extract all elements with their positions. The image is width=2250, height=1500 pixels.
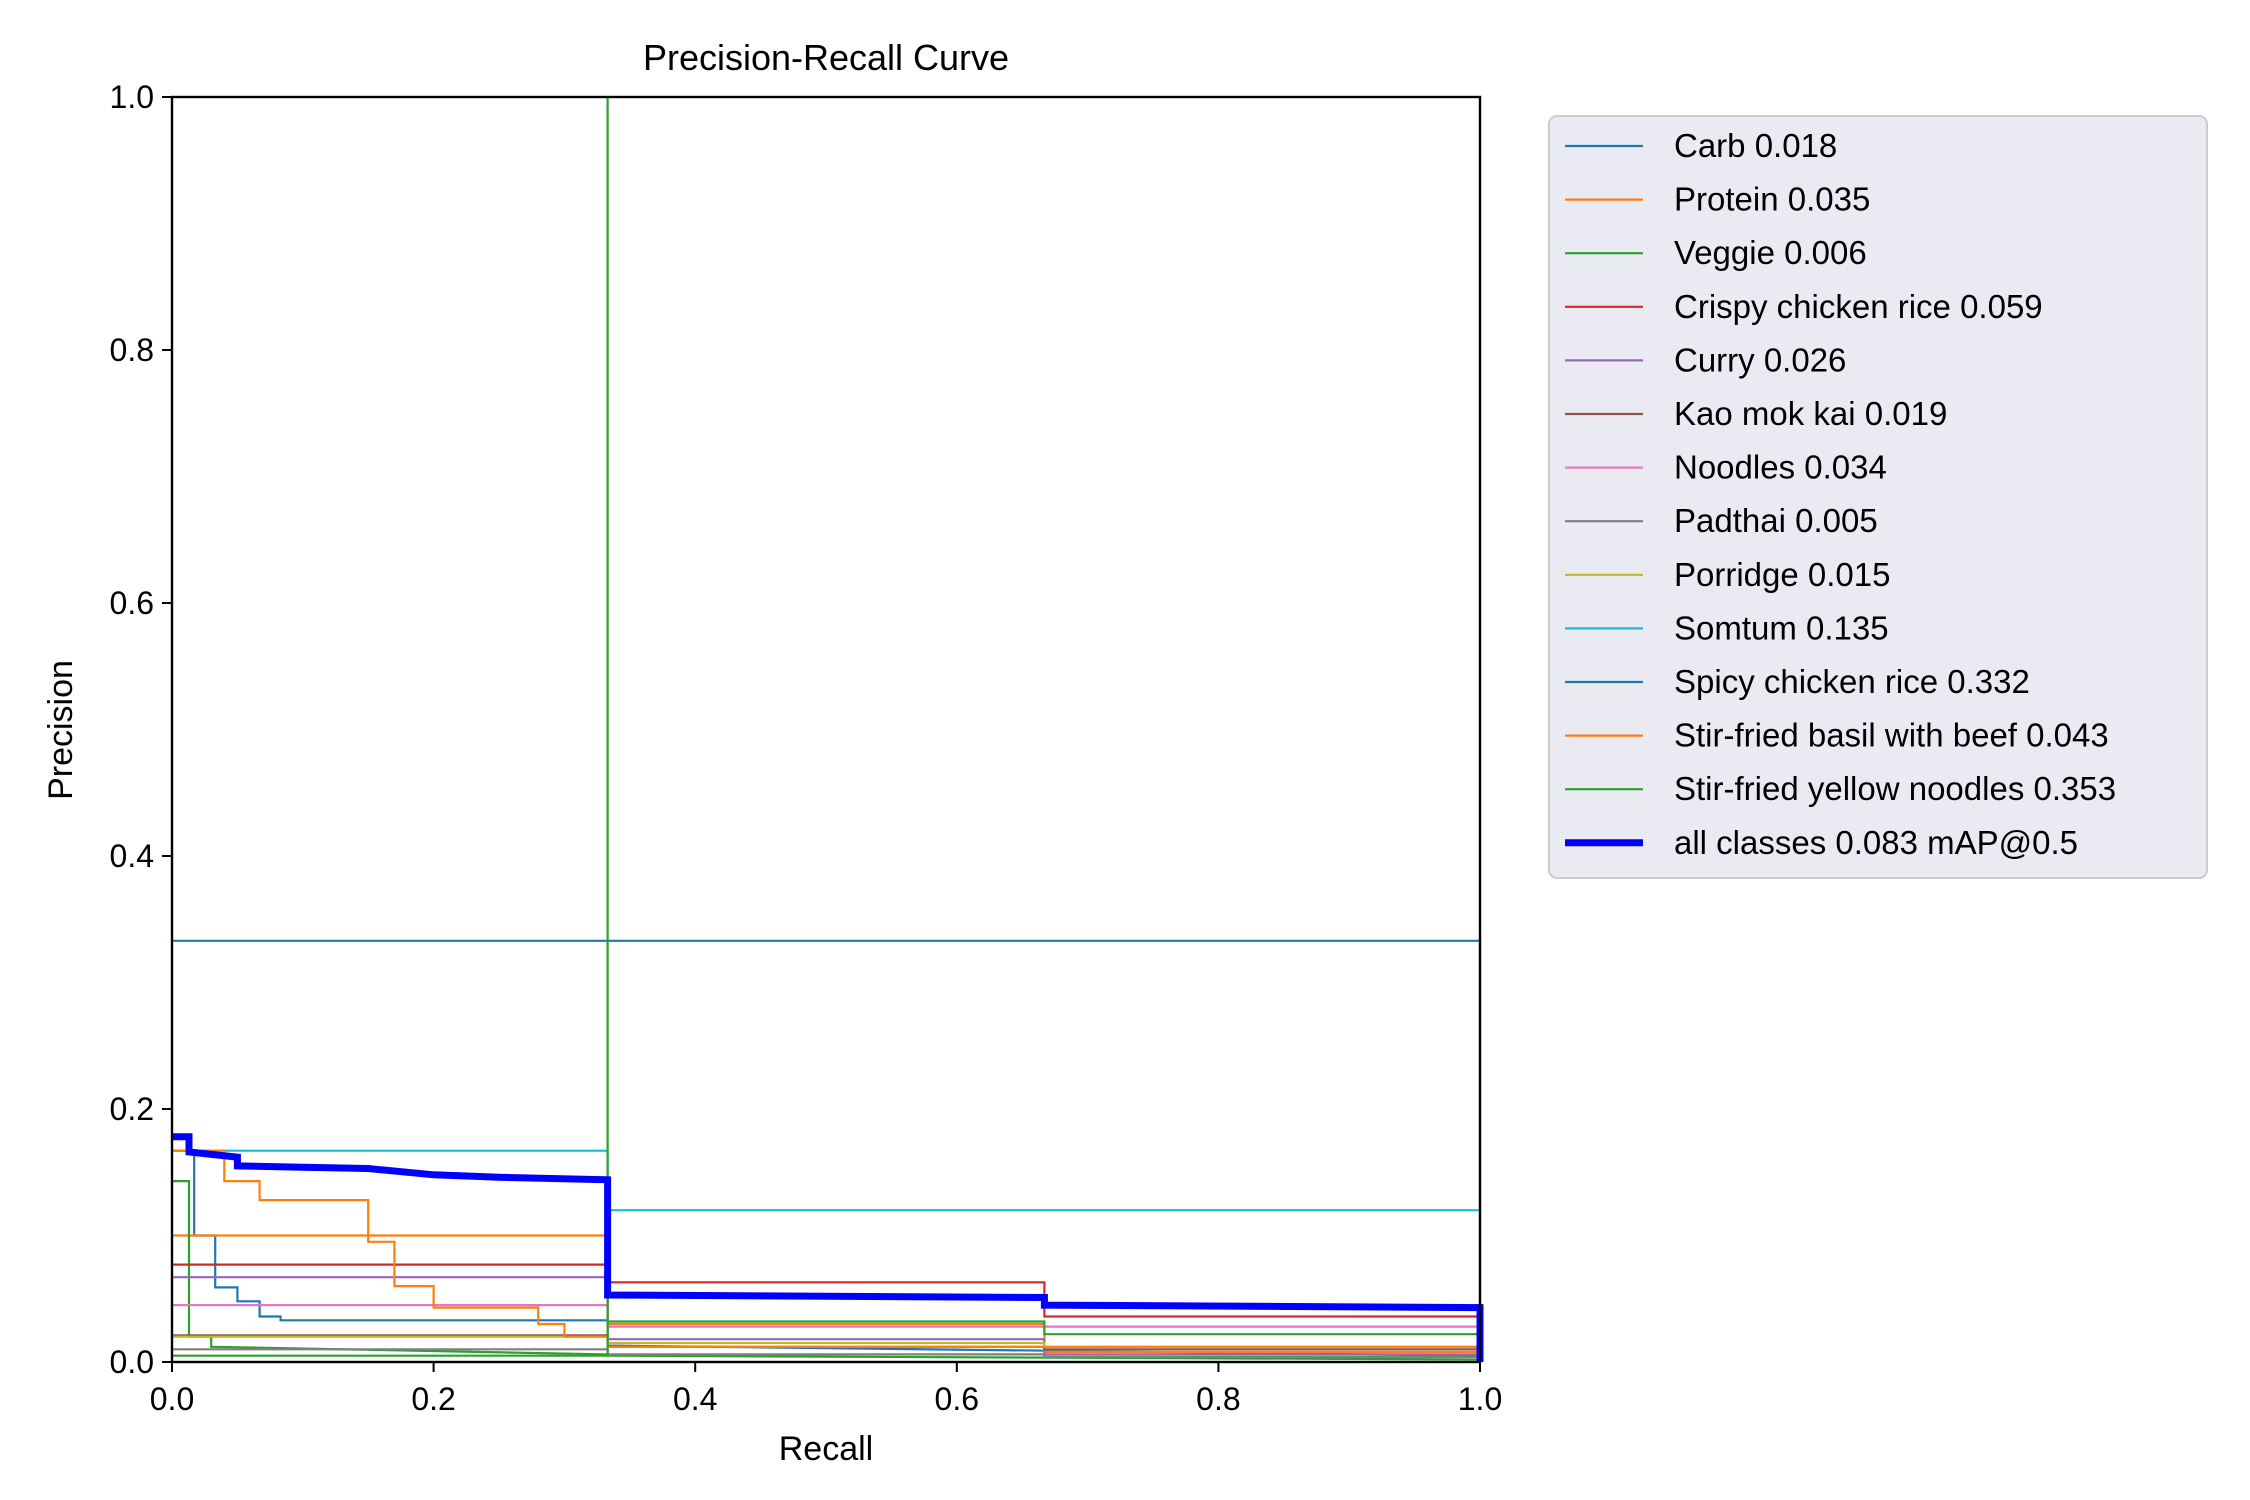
legend-label-0: Carb 0.018 [1674,127,1837,164]
legend-label-2: Veggie 0.006 [1674,234,1867,271]
x-tick-label: 0.0 [150,1381,194,1417]
x-axis: 0.0 0.2 0.4 0.6 0.8 1.0 [150,1362,1502,1417]
legend-label-3: Crispy chicken rice 0.059 [1674,288,2043,325]
plot-lines [172,97,1484,1362]
x-tick-label: 1.0 [1458,1381,1502,1417]
legend-label-4: Curry 0.026 [1674,341,1846,378]
legend-label-9: Somtum 0.135 [1674,609,1889,646]
plot-frame [170,95,1482,1364]
legend-box [1548,115,2208,879]
series-line-1 [172,1234,1480,1353]
y-tick-label: 0.2 [110,1091,154,1127]
legend-label-12: Stir-fried yellow noodles 0.353 [1674,770,2116,807]
x-tick-label: 0.8 [1196,1381,1240,1417]
legend-items: Carb 0.018 Protein 0.035 Veggie 0.006 Crisp… [1565,127,2116,861]
y-tick-label: 0.4 [110,838,154,874]
series-line-11 [172,1149,1480,1348]
x-axis-label: Recall [779,1430,873,1468]
x-tick-label: 0.6 [935,1381,979,1417]
x-tick-label: 0.4 [673,1381,717,1417]
legend: Carb 0.018 Protein 0.035 Veggie 0.006 Crisp… [1548,115,2208,879]
legend-label-13: all classes 0.083 mAP@0.5 [1674,824,2078,861]
series-line-3 [172,1263,1480,1318]
series-line-4 [172,1276,1480,1356]
y-tick-label: 0.8 [110,332,154,368]
series-line-7 [172,1348,1480,1358]
legend-label-10: Spicy chicken rice 0.332 [1674,663,2030,700]
y-tick-label: 0.6 [110,585,154,621]
chart-title: Precision-Recall Curve [643,37,1009,78]
y-tick-label: 0.0 [110,1344,154,1380]
y-tick-label: 1.0 [110,79,154,115]
y-axis-label: Precision [42,660,80,800]
legend-label-8: Porridge 0.015 [1674,556,1890,593]
x-tick-label: 0.2 [411,1381,455,1417]
y-axis: 0.0 0.2 0.4 0.6 0.8 1.0 [110,79,172,1380]
legend-label-1: Protein 0.035 [1674,181,1870,218]
legend-label-7: Padthai 0.005 [1674,502,1878,539]
legend-label-5: Kao mok kai 0.019 [1674,395,1947,432]
legend-label-11: Stir-fried basil with beef 0.043 [1674,717,2109,754]
series-line-12 [172,97,1480,1357]
legend-label-6: Noodles 0.034 [1674,449,1887,486]
series-line-13 [172,1133,1484,1362]
